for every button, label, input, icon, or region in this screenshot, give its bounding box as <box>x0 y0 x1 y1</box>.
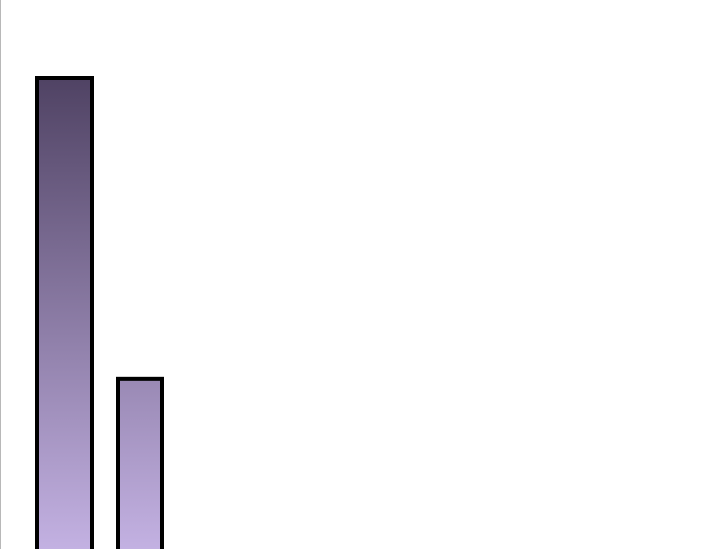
left-border <box>0 0 1 549</box>
bar-2 <box>116 376 164 549</box>
bar-1 <box>35 76 94 549</box>
